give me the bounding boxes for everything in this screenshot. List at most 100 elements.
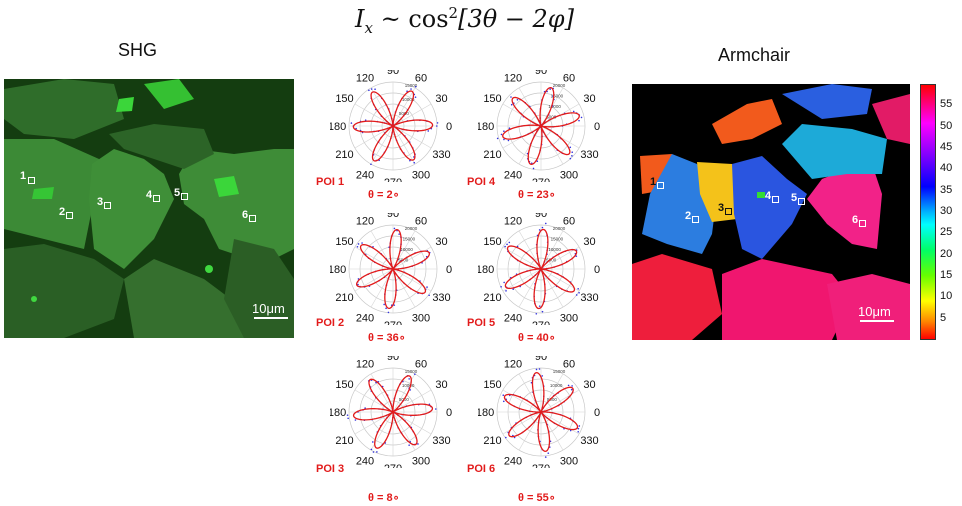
colorbar-tick-label: 20 (940, 247, 953, 260)
polar-angle-label: 60 (415, 359, 427, 371)
polar-angle-label: 180 (478, 121, 494, 133)
polar-data-point (408, 444, 410, 446)
polar-angle-label: 60 (563, 359, 575, 371)
polar-angle-label: 90 (535, 356, 547, 363)
polar-radial-tick: 10000 (400, 247, 413, 252)
polar-data-point (575, 294, 578, 296)
polar-spoke (370, 125, 394, 165)
equation: Ix ~ cos2[3θ − 2φ] (355, 4, 574, 37)
polar-angle-label: 270 (532, 320, 550, 325)
polar-fit-curve (503, 372, 579, 452)
polar-data-point (532, 167, 535, 170)
armchair-poi-4-marker (772, 196, 779, 203)
shg-poi-4-marker (153, 195, 160, 202)
polar-data-point (510, 103, 513, 106)
poi-label: POI 3 (316, 463, 345, 475)
polar-radial-tick: 5000 (547, 397, 558, 402)
polar-angle-label: 150 (483, 93, 501, 105)
polar-data-point (538, 229, 541, 231)
polar-spoke (502, 411, 542, 435)
polar-angle-label: 90 (535, 70, 547, 77)
polar-data-point (569, 146, 572, 149)
polar-data-point (544, 456, 547, 458)
polar-data-point (346, 414, 349, 416)
polar-data-point (569, 429, 572, 432)
polar-svg: 9060300330300270240210180150120200001500… (328, 208, 452, 332)
colorbar-tick-label: 45 (940, 141, 953, 153)
polar-data-point (370, 163, 372, 166)
colorbar-tick-label: 40 (940, 162, 953, 175)
shg-scale-text: 10μm (252, 301, 285, 316)
polar-data-point (513, 436, 516, 439)
poi-label: POI 4 (467, 176, 496, 188)
polar-angle-label: 330 (580, 435, 598, 447)
polar-spoke (540, 411, 580, 435)
polar-angle-label: 240 (356, 312, 374, 324)
polar-angle-label: 240 (504, 455, 522, 467)
shg-poi-5-marker (181, 193, 188, 200)
polar-angle-label: 150 (483, 379, 501, 391)
polar-angle-label: 240 (504, 169, 522, 181)
polar-angle-label: 240 (356, 455, 374, 467)
polar-spoke (392, 103, 432, 127)
polar-svg: 9060300330300270240210180150120150001000… (328, 65, 452, 189)
polar-spoke (540, 268, 580, 292)
polar-angle-label: 210 (483, 292, 501, 304)
polar-svg: 9060300330300270240210180150120150001000… (476, 351, 600, 475)
polar-angle-label: 0 (594, 121, 600, 133)
polar-data-point (357, 283, 359, 286)
polar-spoke (540, 268, 564, 308)
polar-data-point (508, 241, 511, 244)
polar-angle-label: 300 (560, 312, 578, 324)
polar-spoke (518, 268, 542, 308)
armchair-poi-5-marker (798, 198, 805, 205)
polar-angle-label: 120 (356, 73, 374, 85)
polar-data-point (541, 226, 544, 229)
polar-data-point (541, 310, 544, 313)
polar-data-point (376, 451, 378, 453)
polar-angle-label: 30 (583, 236, 595, 248)
polar-data-point (578, 119, 580, 122)
polar-angle-label: 90 (387, 213, 399, 220)
polar-angle-label: 300 (560, 455, 578, 467)
polar-angle-label: 270 (384, 463, 402, 468)
equation-rel: ~ cos (372, 5, 449, 33)
armchair-poi-1-marker (657, 182, 664, 189)
polar-angle-label: 120 (504, 73, 522, 85)
polar-data-point (361, 242, 363, 244)
polar-data-point (578, 425, 581, 427)
polar-angle-label: 90 (387, 70, 399, 77)
polar-data-point (569, 157, 572, 160)
polar-data-point (536, 160, 539, 163)
polar-data-point (571, 385, 573, 387)
polar-svg: 9060300330300270240210180150120150001000… (328, 351, 452, 475)
polar-data-point (414, 85, 417, 88)
polar-data-point (510, 96, 512, 98)
armchair-poi-5-label: 5 (791, 192, 798, 204)
shg-poi-2-marker (66, 212, 73, 219)
polar-data-point (538, 305, 541, 307)
armchair-poi-2-label: 2 (685, 210, 692, 222)
shg-micrograph: 1 2 3 4 5 6 10μm (4, 79, 294, 338)
polar-angle-label: 150 (335, 236, 353, 248)
polar-angle-label: 270 (532, 463, 550, 468)
polar-spoke (354, 246, 394, 270)
armchair-scale-text: 10μm (858, 304, 891, 319)
polar-angle-label: 210 (335, 292, 353, 304)
polar-data-point (503, 138, 505, 141)
polar-data-point (371, 441, 374, 443)
polar-data-point (571, 151, 574, 154)
polar-angle-label: 30 (435, 93, 447, 105)
polar-angle-label: 120 (356, 216, 374, 228)
polar-angle-label: 210 (335, 435, 353, 447)
polar-angle-label: 180 (478, 264, 494, 276)
colorbar-tick-label: 25 (940, 226, 953, 239)
polar-fit-curve (504, 228, 578, 310)
polar-angle-label: 30 (435, 379, 447, 391)
polar-data-point (350, 122, 353, 124)
polar-data-point (500, 285, 502, 288)
polar-data-point (436, 125, 438, 127)
polar-radial-tick: 20000 (553, 226, 566, 231)
polar-data-point (364, 119, 367, 121)
polar-data-point (578, 291, 580, 294)
